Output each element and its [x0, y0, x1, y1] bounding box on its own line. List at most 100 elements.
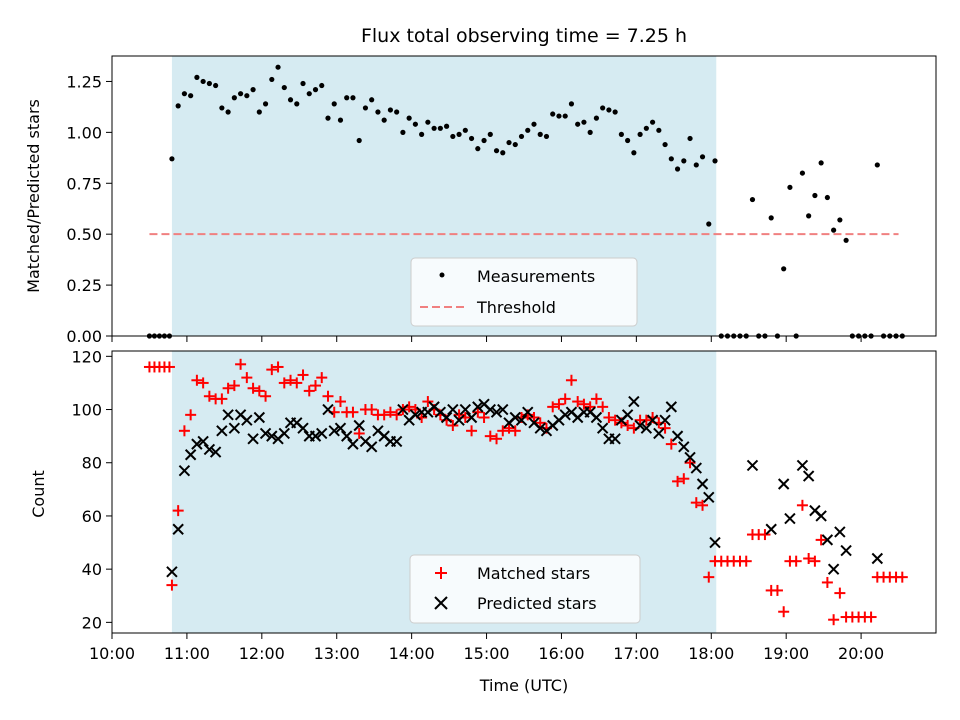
matched-star-point	[310, 380, 322, 392]
predicted-star-point	[596, 422, 609, 434]
matched-star-point	[534, 417, 546, 429]
predicted-star-point	[309, 430, 322, 442]
legend-predicted-marker	[434, 596, 448, 610]
matched-star-point	[690, 497, 702, 509]
measurement-point	[768, 215, 774, 221]
predicted-star-point	[453, 414, 465, 426]
measurement-point	[668, 156, 674, 162]
matched-star-point	[597, 401, 609, 413]
matched-star-point	[491, 433, 503, 445]
matched-star-point	[378, 409, 390, 421]
measurement-point	[275, 64, 281, 70]
measurement-point	[643, 125, 649, 131]
measurement-point	[749, 196, 756, 203]
measurement-point	[525, 127, 531, 133]
bottom-legend: Matched stars Predicted stars	[409, 554, 641, 624]
predicted-star-point	[746, 459, 759, 472]
matched-star-point	[684, 457, 696, 469]
measurement-point	[550, 111, 556, 117]
measurement-point	[649, 119, 656, 125]
predicted-star-point	[696, 478, 709, 490]
measurement-point	[169, 156, 175, 162]
measurement-point	[244, 93, 250, 99]
matched-star-point	[172, 505, 184, 517]
measurement-point	[818, 160, 824, 166]
matched-star-point	[453, 409, 465, 421]
bottom-y-axis-label: Count	[29, 470, 48, 518]
measurement-point	[506, 139, 512, 146]
measurement-point	[493, 148, 500, 154]
matched-star-point	[178, 425, 190, 437]
top-x-ticks	[111, 336, 862, 342]
predicted-star-point	[209, 446, 222, 458]
matched-star-point	[821, 576, 833, 588]
matched-star-point	[235, 358, 247, 370]
measurement-point	[518, 133, 525, 140]
matched-star-point	[740, 555, 752, 567]
predicted-star-point	[821, 534, 834, 546]
matched-star-point	[584, 401, 596, 413]
predicted-star-point	[840, 544, 852, 557]
measurement-point	[556, 113, 562, 119]
measurement-point	[837, 217, 843, 223]
measurement-point	[662, 141, 668, 148]
matched-star-point	[497, 425, 509, 437]
predicted-star-point	[590, 411, 603, 424]
measurement-point	[824, 194, 830, 201]
measurement-point	[481, 137, 487, 144]
measurement-point	[194, 74, 200, 80]
measurement-point	[562, 113, 568, 119]
measurement-point	[356, 137, 362, 144]
top-y-axis-label: Matched/Predicted stars	[24, 99, 43, 293]
top-y-tick-label: 0.00	[66, 327, 102, 346]
chart-title: Flux total observing time = 7.25 h	[361, 25, 687, 47]
predicted-star-point	[222, 409, 234, 421]
matched-star-point	[216, 393, 228, 405]
matched-star-point	[796, 499, 808, 511]
matched-star-point	[166, 579, 178, 591]
measurement-point	[188, 93, 194, 99]
predicted-star-point	[484, 403, 496, 416]
matched-star-point	[771, 584, 783, 596]
matched-star-point	[640, 414, 652, 426]
legend-measurements-label: Measurements	[477, 267, 595, 286]
predicted-star-point	[178, 465, 191, 477]
x-tick-label: 15:00	[463, 644, 509, 663]
matched-star-point	[509, 425, 521, 437]
matched-star-point	[222, 382, 234, 394]
predicted-star-point	[628, 395, 640, 408]
measurement-point	[568, 101, 575, 107]
predicted-star-point	[646, 414, 659, 426]
matched-star-points	[143, 358, 908, 626]
matched-star-point	[197, 377, 209, 389]
matched-star-point	[316, 372, 328, 384]
predicted-star-point	[522, 406, 534, 418]
matched-star-point	[503, 422, 515, 434]
measurement-point	[674, 166, 681, 172]
measurement-point	[712, 158, 718, 164]
predicted-star-point	[472, 401, 484, 413]
bottom-x-axis: 10:00 11:00 12:00 13:00 14:00 15:00 16:00 17:00…	[89, 633, 884, 663]
legend-threshold-label: Threshold	[476, 298, 556, 317]
matched-star-point	[478, 412, 490, 424]
matched-star-point	[778, 606, 790, 618]
measurement-point	[512, 141, 518, 148]
predicted-star-point	[365, 441, 378, 453]
top-plot-frame	[111, 55, 937, 337]
matched-star-point	[347, 406, 359, 418]
measurement-point	[812, 192, 818, 199]
matched-star-point	[790, 555, 802, 567]
x-tick-label: 10:00	[89, 644, 135, 663]
measurement-point	[213, 82, 219, 89]
matched-star-point	[241, 372, 253, 384]
predicted-star-point	[353, 419, 365, 432]
predicted-star-point	[659, 414, 671, 426]
measurement-point	[325, 115, 331, 121]
measurement-point	[344, 95, 350, 101]
measurement-point	[487, 131, 493, 137]
matched-star-point	[203, 390, 215, 402]
matched-star-point	[659, 422, 671, 434]
measurement-point	[450, 133, 456, 140]
predicted-star-point	[191, 438, 203, 450]
